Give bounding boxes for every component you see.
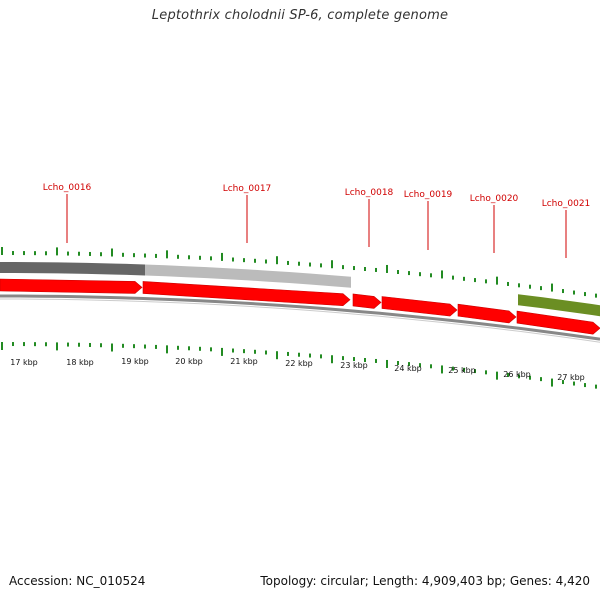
kbp-label: 27 kbp xyxy=(557,373,585,382)
gene-arrow xyxy=(381,296,458,317)
genome-backbone xyxy=(0,294,600,341)
gene-arrow xyxy=(457,303,517,324)
gene-label: Lcho_0017 xyxy=(223,184,272,194)
kbp-label: 23 kbp xyxy=(340,361,368,370)
feature-band-green xyxy=(518,294,600,317)
band-layer xyxy=(0,262,600,317)
feature-band-dark xyxy=(0,262,145,276)
kbp-label: 21 kbp xyxy=(230,357,258,366)
genome-summary-text: Topology: circular; Length: 4,909,403 bp… xyxy=(260,574,590,588)
gene-arrow xyxy=(516,310,600,335)
tick-layer xyxy=(1,247,597,389)
gene-label: Lcho_0016 xyxy=(43,183,92,193)
kbp-label: 18 kbp xyxy=(66,358,94,367)
map-title: Leptothrix cholodnii SP-6, complete geno… xyxy=(151,8,449,23)
gene-label: Lcho_0021 xyxy=(542,199,591,209)
gene-arrow-layer xyxy=(0,278,600,335)
backbone-layer xyxy=(0,294,600,343)
gene-arrow xyxy=(0,278,143,294)
gene-label: Lcho_0020 xyxy=(470,194,519,204)
gene-label: Lcho_0019 xyxy=(404,190,453,200)
gene-label-layer: Lcho_0016 Lcho_0017 Lcho_0018 Lcho_0019 Lcho… xyxy=(43,183,591,258)
kbp-label: 20 kbp xyxy=(175,357,203,366)
accession-text: Accession: NC_010524 xyxy=(9,574,146,588)
gene-arrow xyxy=(142,281,351,307)
kbp-label: 24 kbp xyxy=(394,364,422,373)
kbp-scale-layer: 17 kbp 18 kbp 19 kbp 20 kbp 21 kbp 22 kbp 23 k… xyxy=(10,357,585,382)
kbp-label: 22 kbp xyxy=(285,359,313,368)
kbp-label: 25 kbp xyxy=(448,366,476,375)
feature-band-light xyxy=(145,264,351,288)
genome-backbone-shadow xyxy=(0,298,600,343)
kbp-label: 26 kbp xyxy=(503,370,531,379)
gene-label: Lcho_0018 xyxy=(345,188,394,198)
kbp-label: 19 kbp xyxy=(121,357,149,366)
gene-arrow xyxy=(352,293,382,309)
kbp-label: 17 kbp xyxy=(10,358,38,367)
